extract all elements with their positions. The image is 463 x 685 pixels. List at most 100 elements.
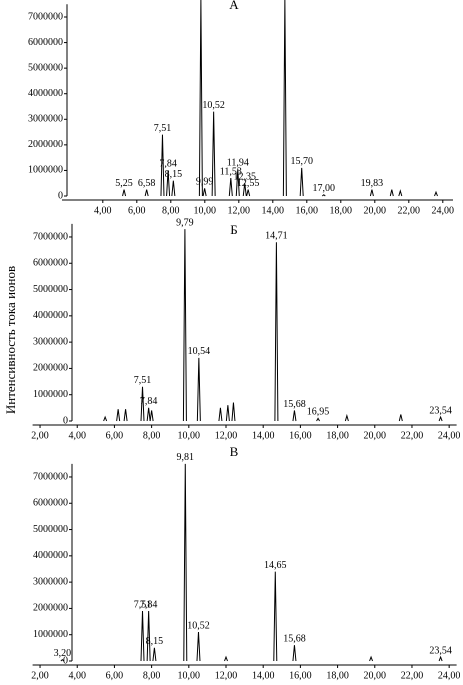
x-tick-label: 18,00 [330, 205, 353, 216]
peak [321, 194, 326, 197]
peak [274, 242, 279, 422]
y-axis-label: Интенсивность тока ионов [3, 266, 18, 414]
peak-label: 3,20 [54, 648, 72, 659]
x-tick-label: 20,00 [364, 430, 387, 441]
peak [146, 407, 151, 422]
peak-label: 15,68 [283, 399, 306, 410]
y-tick-label: 1000000 [33, 389, 68, 400]
peak-label: 9,81 [177, 452, 195, 463]
peak [225, 405, 230, 422]
peak [182, 229, 187, 422]
peak [183, 463, 188, 662]
peak-label: 7,84 [140, 599, 158, 610]
y-tick-label: 3000000 [33, 336, 68, 347]
x-tick-label: 22,00 [398, 205, 421, 216]
peak [398, 414, 403, 422]
peak-label: 15,68 [283, 634, 306, 645]
peak [144, 189, 149, 197]
peak-label: 12,55 [237, 178, 260, 189]
x-tick-label: 12,00 [228, 205, 251, 216]
peak [198, 0, 203, 197]
peak [196, 632, 201, 662]
y-tick-label: 0 [63, 655, 68, 666]
x-tick-label: 12,00 [215, 670, 238, 681]
peak [116, 409, 121, 422]
x-tick-label: 14,00 [262, 205, 285, 216]
peak-label: 10,54 [188, 346, 211, 357]
peak [224, 655, 228, 662]
y-tick-label: 3000000 [28, 114, 63, 125]
peak [152, 647, 157, 662]
peak [242, 183, 247, 197]
peak [103, 415, 108, 422]
peak [246, 189, 251, 197]
x-tick-label: 24,00 [438, 670, 461, 681]
peak-label: 7,51 [154, 123, 172, 134]
y-tick-label: 0 [58, 190, 63, 201]
x-tick-label: 16,00 [296, 205, 319, 216]
peak-label: 23,54 [429, 645, 452, 656]
peak [316, 417, 320, 422]
peak [218, 407, 223, 422]
x-tick-label: 8,00 [143, 430, 161, 441]
y-tick-label: 7000000 [33, 231, 68, 242]
peak-label: 10,52 [187, 620, 210, 631]
y-tick-label: 5000000 [28, 62, 63, 73]
peak [171, 180, 176, 197]
peak [438, 415, 443, 422]
peak-label: 14,65 [264, 560, 287, 571]
peak-label: 19,83 [361, 178, 384, 189]
peak [146, 611, 151, 662]
peak-label: 9,79 [176, 217, 194, 228]
peak [398, 189, 403, 197]
y-tick-label: 4000000 [33, 310, 68, 321]
x-tick-label: 6,00 [128, 205, 146, 216]
peak [140, 611, 145, 662]
x-tick-label: 16,00 [289, 430, 312, 441]
peak [211, 111, 216, 197]
y-tick-label: 4000000 [28, 88, 63, 99]
y-tick-label: 6000000 [28, 37, 63, 48]
x-tick-label: 4,00 [94, 205, 112, 216]
panel-title: Б [230, 222, 237, 237]
peak-label: 6,58 [138, 178, 156, 189]
peak [369, 655, 374, 662]
peak [231, 402, 236, 422]
peak [438, 655, 443, 662]
peak-label: 11,94 [227, 157, 249, 168]
peak-label: 7,51 [134, 375, 152, 386]
x-tick-label: 2,00 [31, 670, 49, 681]
peak [369, 189, 374, 197]
y-tick-label: 4000000 [33, 550, 68, 561]
peak [60, 659, 65, 662]
x-tick-label: 10,00 [178, 430, 201, 441]
x-tick-label: 6,00 [106, 430, 124, 441]
peak [122, 189, 127, 197]
x-tick-label: 20,00 [364, 670, 387, 681]
x-tick-label: 22,00 [401, 670, 424, 681]
x-tick-label: 20,00 [364, 205, 387, 216]
peak-label: 23,54 [429, 405, 452, 416]
x-tick-label: 24,00 [438, 430, 461, 441]
peak [235, 169, 240, 197]
y-tick-label: 6000000 [33, 258, 68, 269]
peak [299, 167, 304, 197]
y-tick-label: 3000000 [33, 576, 68, 587]
peak-label: 17,00 [313, 183, 336, 194]
peak [292, 410, 297, 422]
x-tick-label: 6,00 [106, 670, 124, 681]
peak [140, 386, 145, 422]
peak [149, 410, 154, 422]
y-tick-label: 2000000 [33, 603, 68, 614]
x-tick-label: 12,00 [215, 430, 238, 441]
peak [434, 190, 438, 197]
y-tick-label: 5000000 [33, 524, 68, 535]
peak [166, 170, 171, 197]
y-tick-label: 1000000 [33, 629, 68, 640]
peak [292, 645, 297, 662]
panel-title: В [230, 444, 239, 459]
x-tick-label: 8,00 [162, 205, 180, 216]
peak [389, 189, 394, 197]
y-tick-label: 2000000 [33, 363, 68, 374]
